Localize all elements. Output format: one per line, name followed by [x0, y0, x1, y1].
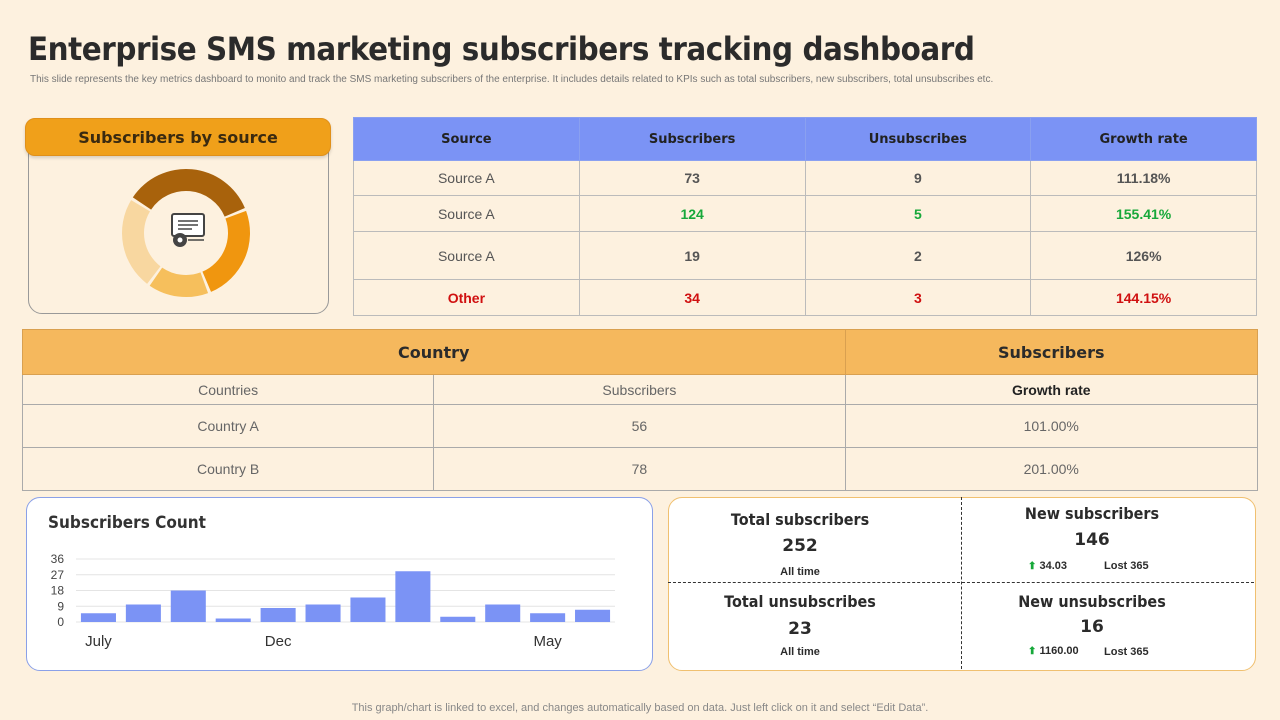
- chart-title: Subscribers Count: [48, 513, 206, 533]
- table-row: Country A 56 101.00%: [21, 404, 1258, 448]
- new-subscribers-value: 146: [1074, 530, 1110, 550]
- bar: [395, 571, 431, 622]
- y-tick-label: 36: [51, 552, 65, 566]
- x-tick-label: May: [533, 633, 562, 650]
- growth-cell: 126%: [1030, 231, 1257, 280]
- bar: [170, 590, 206, 622]
- subscribers-header: Subscribers: [844, 329, 1258, 375]
- y-tick-label: 9: [57, 599, 64, 613]
- new-unsubscribes-lost: Lost 365: [1104, 646, 1149, 658]
- bar: [80, 613, 116, 622]
- subscribers-by-source-title: Subscribers by source: [25, 118, 331, 156]
- page-subtitle: This slide represents the key metrics da…: [30, 74, 994, 85]
- stats-card: [668, 497, 1256, 671]
- source-column-header: Source: [353, 117, 580, 161]
- growth-cell: 201.00%: [844, 447, 1258, 491]
- total-unsubscribes-value: 23: [788, 619, 812, 639]
- new-subscribers-label: New subscribers: [1024, 504, 1160, 523]
- unsubscribes-cell: 3: [804, 279, 1032, 316]
- country-cell: Country A: [21, 404, 435, 448]
- source-cell: Source A: [353, 195, 580, 232]
- bar: [440, 616, 476, 622]
- source-donut-chart: [121, 169, 250, 297]
- growth-cell: 111.18%: [1030, 160, 1257, 196]
- unsubscribes-column-header: Unsubscribes: [804, 117, 1032, 161]
- subscribers-subheader: Subscribers: [433, 374, 846, 405]
- subscribers-cell: 73: [578, 160, 806, 196]
- subscribers-count-card: [26, 497, 653, 671]
- subscribers-cell: 78: [433, 447, 846, 491]
- total-unsubscribes-note: All time: [780, 646, 820, 658]
- bar: [575, 609, 611, 622]
- growth-cell: 144.15%: [1030, 279, 1257, 316]
- source-cell: Other: [353, 279, 580, 316]
- country-cell: Country B: [21, 447, 435, 491]
- growth-rate-subheader: Growth rate: [844, 374, 1258, 405]
- total-unsubscribes-label: Total unsubscribes: [724, 592, 876, 611]
- total-subscribers-value: 252: [782, 536, 818, 556]
- countries-subheader: Countries: [21, 374, 435, 405]
- new-unsubscribes-change: ⬆ 1160.00: [1028, 645, 1079, 657]
- arrow-up-icon: ⬆: [1028, 561, 1037, 572]
- donut-slice-3: [149, 267, 209, 297]
- new-unsubscribes-label: New unsubscribes: [1018, 592, 1166, 611]
- stats-horizontal-divider: [668, 582, 1254, 583]
- page-title: Enterprise SMS marketing subscribers tra…: [28, 30, 975, 68]
- footer-note: This graph/chart is linked to excel, and…: [351, 702, 929, 714]
- bar: [305, 604, 341, 622]
- subscribers-cell: 56: [433, 404, 846, 448]
- growth-cell: 101.00%: [844, 404, 1258, 448]
- bar: [530, 613, 566, 622]
- bar: [125, 604, 161, 622]
- donut-slice-1: [132, 169, 245, 217]
- source-table: Source Subscribers Unsubscribes Growth r…: [353, 117, 1257, 316]
- table-subheader-row: Countries Subscribers Growth rate: [21, 374, 1258, 405]
- x-tick-label: July: [85, 633, 112, 650]
- new-subscribers-lost: Lost 365: [1104, 560, 1149, 572]
- table-row: Source A 73 9 111.18%: [353, 160, 1257, 196]
- new-unsubscribes-value: 16: [1080, 617, 1104, 637]
- growth-cell: 155.41%: [1030, 195, 1257, 232]
- y-tick-label: 0: [57, 615, 64, 629]
- bar: [485, 604, 521, 622]
- subscribers-cell: 34: [578, 279, 806, 316]
- subscribers-column-header: Subscribers: [578, 117, 806, 161]
- subscribers-count-chart: 0 918 27 36 July Dec May: [51, 552, 615, 650]
- bar: [260, 608, 296, 622]
- total-subscribers-label: Total subscribers: [730, 510, 870, 529]
- y-tick-label: 27: [51, 568, 65, 582]
- donut-slice-4: [121, 200, 161, 284]
- x-tick-label: Dec: [265, 633, 292, 650]
- table-row: Source A 124 5 155.41%: [353, 195, 1257, 232]
- donut-slice-2: [202, 210, 250, 292]
- monitor-gear-icon: [171, 213, 205, 247]
- bar: [215, 618, 251, 622]
- new-unsubscribes-change-value: 1160.00: [1039, 645, 1079, 657]
- total-subscribers-note: All time: [780, 566, 820, 578]
- y-tick-label: 18: [51, 584, 65, 598]
- new-subscribers-change: ⬆ 34.03: [1028, 560, 1067, 572]
- stats-vertical-divider: [961, 497, 962, 669]
- arrow-up-icon: ⬆: [1028, 646, 1037, 657]
- growth-rate-column-header: Growth rate: [1030, 117, 1257, 161]
- table-row: Source A 19 2 126%: [353, 231, 1257, 280]
- subscribers-cell: 124: [578, 195, 806, 232]
- bar: [350, 597, 386, 622]
- unsubscribes-cell: 9: [804, 160, 1032, 196]
- source-cell: Source A: [353, 160, 580, 196]
- table-row: Country B 78 201.00%: [21, 447, 1258, 491]
- unsubscribes-cell: 2: [804, 231, 1032, 280]
- country-table: Country Subscribers Countries Subscriber…: [21, 329, 1258, 491]
- country-header: Country: [22, 329, 846, 375]
- new-subscribers-change-value: 34.03: [1039, 560, 1067, 572]
- unsubscribes-cell: 5: [804, 195, 1032, 232]
- source-cell: Source A: [353, 231, 580, 280]
- table-row: Other 34 3 144.15%: [353, 279, 1257, 316]
- subscribers-cell: 19: [578, 231, 806, 280]
